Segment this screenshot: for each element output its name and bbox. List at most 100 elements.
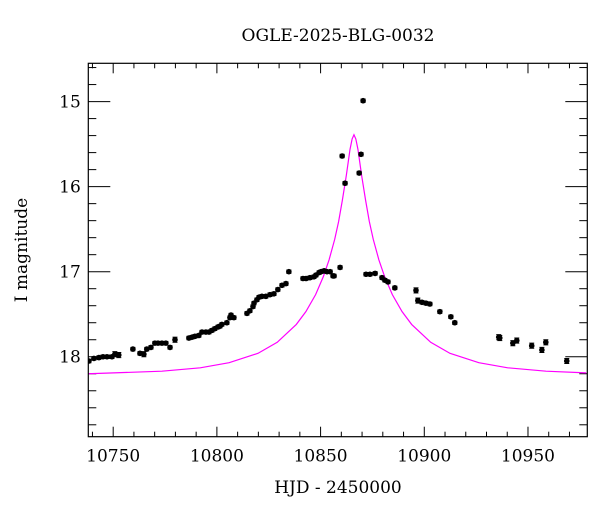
x-tick-label: 10900	[397, 447, 451, 467]
data-marker	[247, 308, 253, 314]
data-marker	[327, 268, 333, 275]
data-marker	[286, 268, 292, 275]
data-marker	[356, 170, 362, 176]
data-marker	[219, 321, 225, 328]
data-point	[104, 353, 110, 360]
data-point	[247, 308, 253, 314]
data-marker	[331, 273, 337, 279]
data-point	[275, 286, 281, 293]
data-marker	[104, 353, 110, 360]
data-point	[392, 285, 398, 291]
data-point	[231, 314, 237, 321]
data-marker	[283, 280, 289, 287]
x-tick-label: 10750	[86, 447, 140, 467]
data-marker	[413, 287, 419, 294]
data-marker	[337, 264, 343, 271]
data-point	[91, 355, 97, 362]
data-point	[360, 97, 366, 104]
data-marker	[130, 346, 136, 352]
data-point	[219, 321, 225, 328]
data-point	[413, 287, 419, 294]
plot-frame	[87, 62, 588, 438]
data-point	[342, 180, 348, 187]
data-marker	[363, 271, 369, 278]
data-point	[286, 268, 292, 275]
data-point	[163, 340, 169, 346]
axis-ticks	[88, 63, 588, 437]
data-point	[539, 346, 545, 353]
data-point	[159, 340, 165, 346]
data-point	[337, 264, 343, 271]
data-marker	[271, 291, 277, 297]
data-marker	[528, 342, 535, 349]
plot-area	[88, 97, 587, 375]
data-marker	[339, 153, 345, 159]
data-point	[167, 344, 173, 351]
data-marker	[392, 285, 398, 291]
data-point	[367, 271, 373, 278]
data-marker	[159, 340, 165, 346]
data-marker	[367, 271, 373, 278]
data-marker	[496, 335, 503, 341]
x-tick-label: 10850	[294, 447, 348, 467]
data-point	[172, 336, 178, 343]
data-marker	[224, 319, 230, 326]
y-tick-label: 17	[59, 263, 81, 283]
data-point	[331, 273, 337, 279]
data-point	[563, 357, 570, 365]
data-point	[372, 270, 378, 277]
data-point	[148, 344, 154, 351]
data-marker	[199, 329, 205, 335]
data-point	[451, 319, 458, 326]
data-point	[224, 319, 230, 326]
data-marker	[360, 97, 366, 104]
data-marker	[163, 340, 169, 346]
data-point	[528, 342, 535, 349]
data-point	[356, 170, 362, 176]
chart-title: OGLE-2025-BLG-0032	[242, 26, 435, 46]
data-point	[427, 301, 433, 307]
data-marker	[358, 151, 364, 158]
y-axis-label: I magnitude	[12, 198, 32, 302]
data-marker	[448, 313, 454, 320]
data-point	[271, 291, 277, 297]
data-point	[96, 354, 102, 361]
data-point	[358, 151, 364, 158]
data-point	[543, 339, 549, 346]
data-marker	[437, 308, 443, 315]
data-marker	[115, 352, 122, 358]
data-marker	[141, 351, 147, 357]
data-marker	[372, 270, 378, 277]
data-marker	[91, 355, 97, 362]
data-point	[496, 334, 503, 342]
data-point	[327, 268, 333, 275]
data-point	[283, 280, 289, 287]
data-marker	[231, 314, 237, 321]
data-marker	[275, 286, 281, 293]
data-point	[141, 351, 147, 358]
data-point	[385, 279, 391, 285]
data-point	[115, 351, 122, 359]
data-point	[448, 313, 454, 320]
data-marker	[451, 319, 458, 326]
tick-labels: 10750 10800 10850 10900 10950 15 16 17 18	[59, 93, 555, 467]
data-marker	[100, 353, 106, 360]
data-marker	[259, 293, 265, 300]
data-marker	[563, 358, 570, 364]
model-curve	[88, 133, 587, 375]
data-marker	[539, 347, 545, 353]
data-marker	[342, 180, 348, 187]
data-marker	[148, 344, 154, 351]
data-marker	[427, 301, 433, 307]
x-tick-label: 10800	[190, 447, 244, 467]
data-point	[513, 337, 520, 344]
y-tick-label: 16	[59, 178, 81, 198]
data-point	[437, 308, 443, 315]
y-tick-label: 18	[59, 348, 81, 368]
data-marker	[96, 354, 102, 361]
data-marker	[155, 340, 161, 346]
y-tick-label: 15	[59, 93, 81, 113]
data-point	[339, 153, 345, 159]
data-marker	[513, 337, 520, 344]
